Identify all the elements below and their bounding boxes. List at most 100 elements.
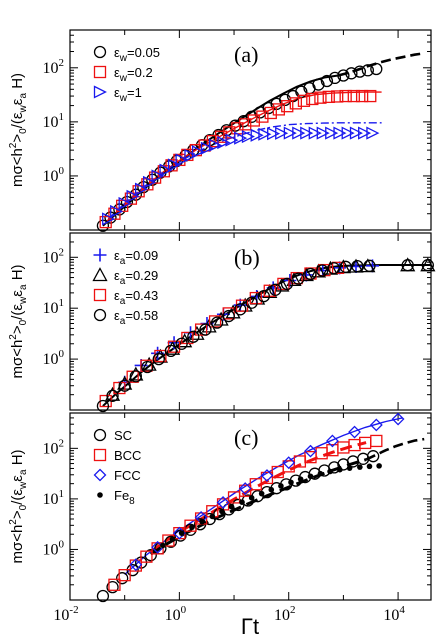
data-point [345,67,358,80]
legend-label: FCC [114,468,141,483]
data-point [277,277,290,291]
data-point [361,64,375,77]
data-point [249,478,262,491]
data-point [320,74,334,88]
data-point [304,267,317,281]
data-point [331,261,345,275]
plot-frame [69,232,432,411]
data-point [160,542,166,549]
data-point [264,106,277,120]
data-point [363,259,376,272]
data-point [99,215,112,229]
fit-curve [107,122,382,220]
data-point [239,499,245,506]
data-point [256,110,269,123]
data-point [306,92,319,106]
data-point [314,91,327,104]
y-axis-title: mσ<h2>0/(εwεa H) [8,73,29,187]
data-point [268,486,275,493]
data-point [366,450,380,463]
data-point [118,196,132,210]
legend-marker [93,85,107,99]
y-tick-label: 102 [43,246,65,266]
data-point [118,569,131,582]
data-point [328,71,342,85]
legend-label: εw=1 [114,85,142,104]
data-point [140,359,153,372]
data-point [184,149,198,163]
data-point [349,126,363,140]
data-point [358,126,372,140]
data-point [249,291,262,305]
data-point [421,259,434,272]
data-point [357,464,363,470]
data-point [167,158,182,172]
legend-label: BCC [114,448,141,463]
data-point [239,484,252,497]
data-point [257,290,270,303]
data-point [401,259,414,272]
fit-curve [337,52,425,77]
data-point [300,126,314,140]
data-point [308,126,322,140]
data-point [275,126,289,140]
series--w-1 [102,126,380,226]
legend-marker [93,448,107,462]
data-point [364,89,377,103]
data-point [187,330,200,343]
data-point [307,473,314,480]
data-point [227,491,241,504]
data-point [278,483,284,489]
data-point [326,434,339,448]
data-point [339,89,352,103]
legend-marker [93,45,107,59]
y-tick-label: 100 [43,348,65,368]
fit-curve [105,91,382,223]
data-point [209,513,216,520]
data-point [225,133,239,147]
data-point [134,182,149,196]
data-point [208,315,222,328]
legend-marker [93,65,107,79]
data-point [282,456,296,470]
panel-3: 100 101 102 10-2 100 102 104 SC BCC FCC Fe8 (c) mσ<h… [8,412,432,624]
data-point [174,529,187,542]
fit-curve [102,264,431,407]
data-point [228,503,235,510]
data-point [144,549,157,562]
data-point [370,62,383,76]
data-point [316,264,329,277]
x-tick-label: 10-2 [53,604,78,624]
x-axis-title: Γt [241,614,259,639]
legend-marker [93,428,107,442]
data-point [199,323,212,336]
data-point [288,479,294,486]
y-axis-title: mσ<h2>0/(εwεa H) [8,264,29,378]
data-point [217,135,231,150]
x-tick-label: 100 [165,604,187,624]
data-point [289,97,302,110]
legend-label: Fe8 [114,488,135,507]
data-point [317,470,324,477]
panel-label: (a) [234,42,258,67]
legend-label: εa=0.09 [114,248,158,267]
data-point [353,65,367,78]
data-point [129,370,142,383]
data-point [245,296,258,309]
data-point [164,344,178,358]
legend-marker [93,248,107,262]
data-point [200,141,214,155]
data-point [175,153,189,167]
data-point [331,90,344,103]
panel-label: (b) [234,245,260,270]
data-point [298,267,314,282]
data-point [151,169,165,183]
data-point [337,466,343,473]
data-point [283,126,297,140]
data-point [142,175,157,189]
data-point [366,126,380,140]
